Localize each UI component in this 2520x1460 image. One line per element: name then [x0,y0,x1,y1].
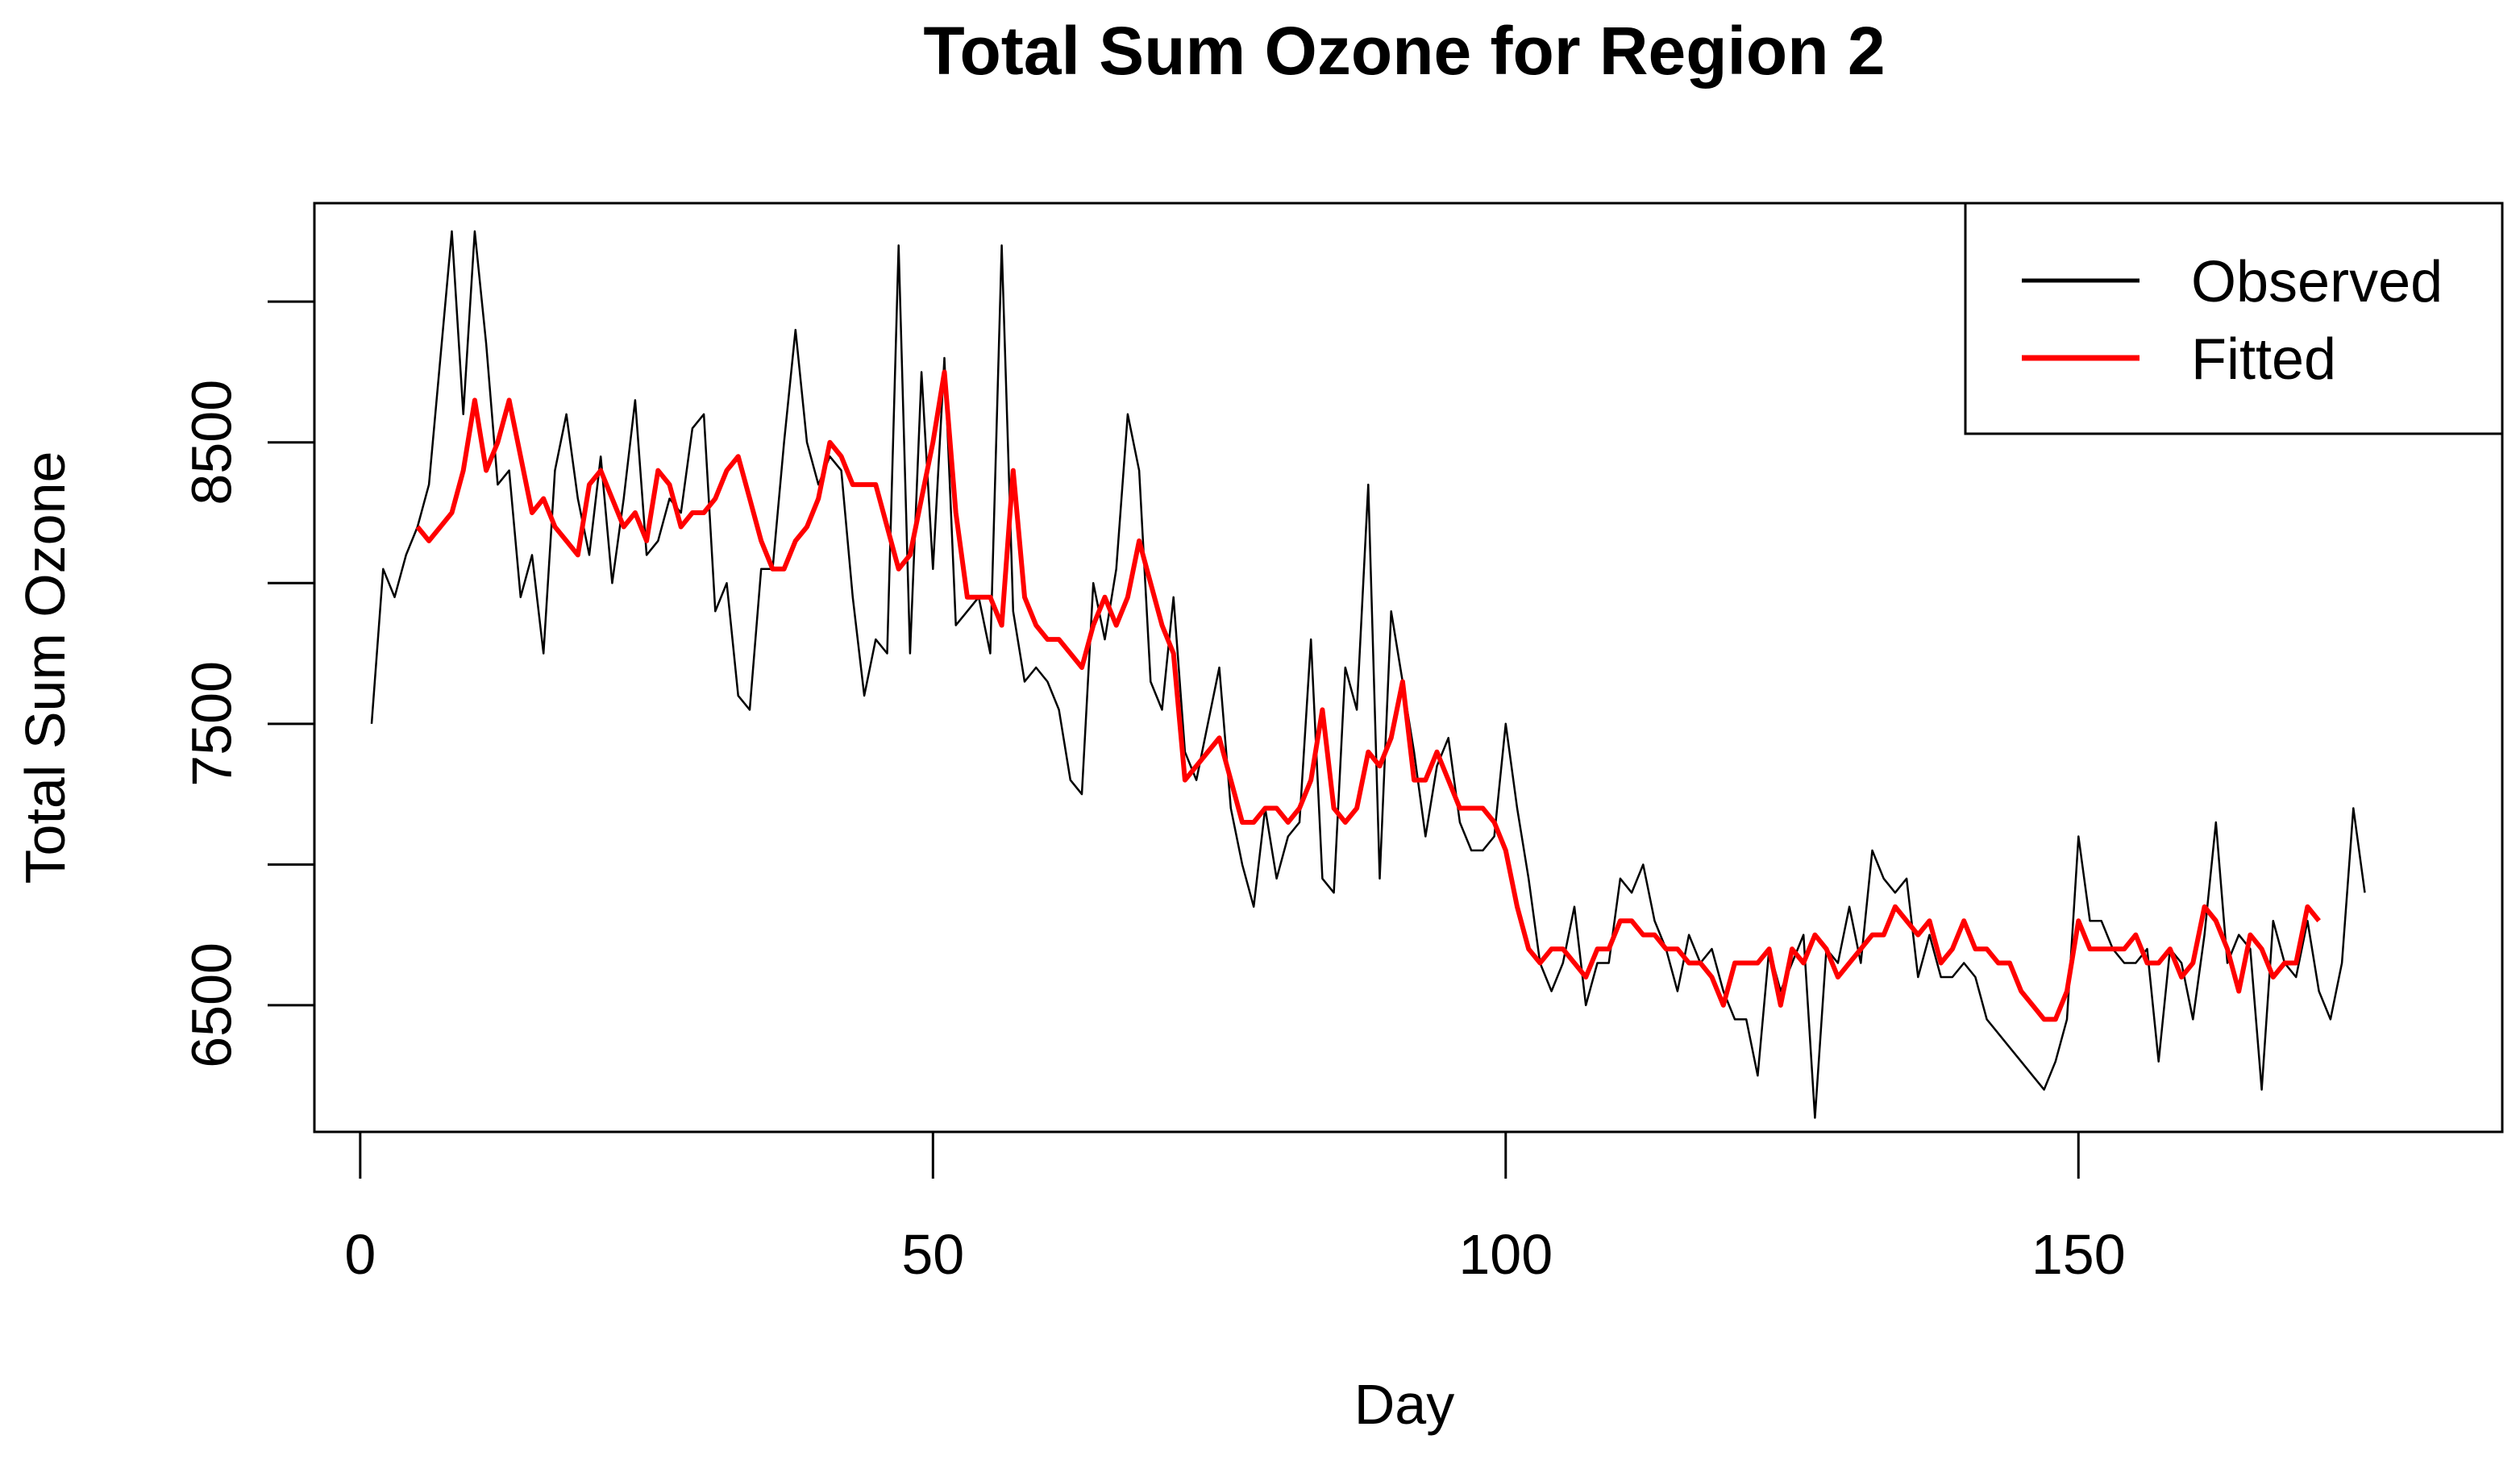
x-tick-label: 150 [2031,1223,2126,1286]
axis-ticks: 0 50 100 150 6500 7500 8500 [180,300,2126,1286]
x-axis-label: Day [1354,1373,1454,1436]
chart-title: Total Sum Ozone for Region 2 [923,13,1885,89]
series-lines [370,230,2366,1119]
series-observed-line [370,230,2366,1119]
y-tick-label: 7500 [180,661,243,787]
y-tick-label: 8500 [180,380,243,505]
legend-label-observed: Observed [2191,250,2443,314]
x-tick-label: 100 [1458,1223,1553,1286]
y-tick-label: 6500 [180,942,243,1068]
series-fitted-line [415,369,2321,1022]
legend-box [1964,202,2504,435]
legend-label-fitted: Fitted [2191,327,2336,392]
y-axis-label: Total Sum Ozone [14,451,77,884]
legend: Observed Fitted [1964,202,2504,435]
x-tick-label: 50 [901,1223,964,1286]
x-tick-label: 0 [344,1223,376,1286]
